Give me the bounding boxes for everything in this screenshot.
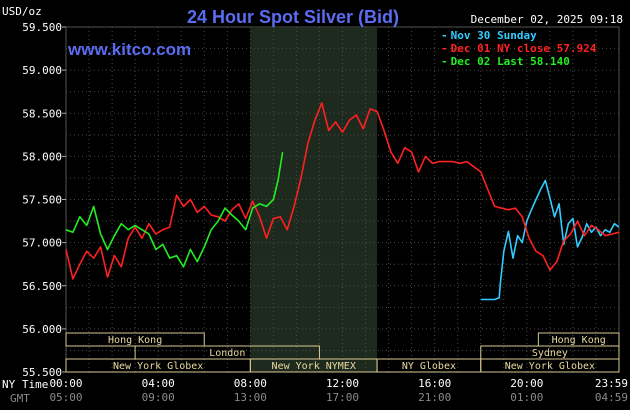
session-label: London [209, 348, 245, 359]
session-label: Hong Kong [552, 335, 606, 346]
x-tick-label-ny: 12:00 [326, 377, 359, 390]
legend-entry-dec01: - Dec 01 NY close 57.924 [441, 42, 597, 55]
legend-dash-dec01: - [441, 42, 448, 55]
x-tick-label-ny: 16:00 [418, 377, 451, 390]
y-tick-label: 56.000 [22, 323, 62, 336]
series-line-1 [480, 179, 620, 301]
nymex-session-highlight [250, 27, 378, 372]
y-tick-label: 58.000 [22, 150, 62, 163]
legend-label-dec01: Dec 01 NY close 57.924 [451, 42, 597, 55]
legend-entry-nov30: - Nov 30 Sunday [441, 29, 537, 42]
x-axis-gmt-row-label: GMT [10, 392, 30, 405]
trading-sessions: Hong Kong Hong Kong London Sydney New York G… [65, 332, 620, 373]
series-line-3 [65, 151, 284, 268]
x-tick-label-gmt: 21:00 [418, 391, 451, 404]
y-axis: 59.500 59.000 58.500 58.000 57.500 57.000 56.5… [22, 21, 66, 379]
y-tick-label: 58.500 [22, 107, 62, 120]
y-tick-label: 59.000 [22, 64, 62, 77]
legend-label-dec02: Dec 02 Last 58.140 [451, 55, 570, 68]
x-tick-label-gmt: 05:00 [49, 391, 82, 404]
x-tick-label-gmt: 09:00 [142, 391, 175, 404]
session-box [480, 358, 620, 373]
price-series [65, 102, 620, 301]
y-axis-unit-label: USD/oz [2, 5, 42, 18]
legend: - Nov 30 Sunday - Dec 01 NY close 57.924 -… [441, 29, 597, 68]
legend-entry-dec02: - Dec 02 Last 58.140 [441, 55, 570, 68]
session-label: New York Globex [113, 361, 203, 372]
x-tick-label-ny: 20:00 [510, 377, 543, 390]
session-label: Hong Kong [108, 335, 162, 346]
y-tick-label: 56.500 [22, 280, 62, 293]
legend-dash-nov30: - [441, 29, 448, 42]
x-tick-label-ny: 04:00 [142, 377, 175, 390]
x-axis-ny-row-label: NY Time [2, 378, 48, 391]
session-label: Sydney [532, 348, 568, 359]
legend-dash-dec02: - [441, 55, 448, 68]
legend-label-nov30: Nov 30 Sunday [451, 29, 537, 42]
y-tick-label: 55.500 [22, 366, 62, 379]
session-label: New York Globex [505, 361, 595, 372]
site-watermark: www.kitco.com [67, 40, 191, 59]
y-tick-label: 59.500 [22, 21, 62, 34]
chart-timestamp: December 02, 2025 09:18 [471, 13, 623, 26]
x-tick-label-gmt: 17:00 [326, 391, 359, 404]
y-tick-label: 57.500 [22, 194, 62, 207]
chart-title: 24 Hour Spot Silver (Bid) [187, 7, 399, 27]
x-tick-label-ny: 23:59 [595, 377, 628, 390]
x-tick-label-ny: 00:00 [49, 377, 82, 390]
session-label: NY Globex [402, 361, 456, 372]
x-tick-label-gmt: 13:00 [234, 391, 267, 404]
x-tick-label-gmt: 04:59 [595, 391, 628, 404]
x-tick-label-gmt: 01:00 [510, 391, 543, 404]
y-tick-label: 57.000 [22, 237, 62, 250]
x-tick-label-ny: 08:00 [234, 377, 267, 390]
session-label: New York NYMEX [272, 361, 356, 372]
series-line-2 [65, 102, 620, 280]
